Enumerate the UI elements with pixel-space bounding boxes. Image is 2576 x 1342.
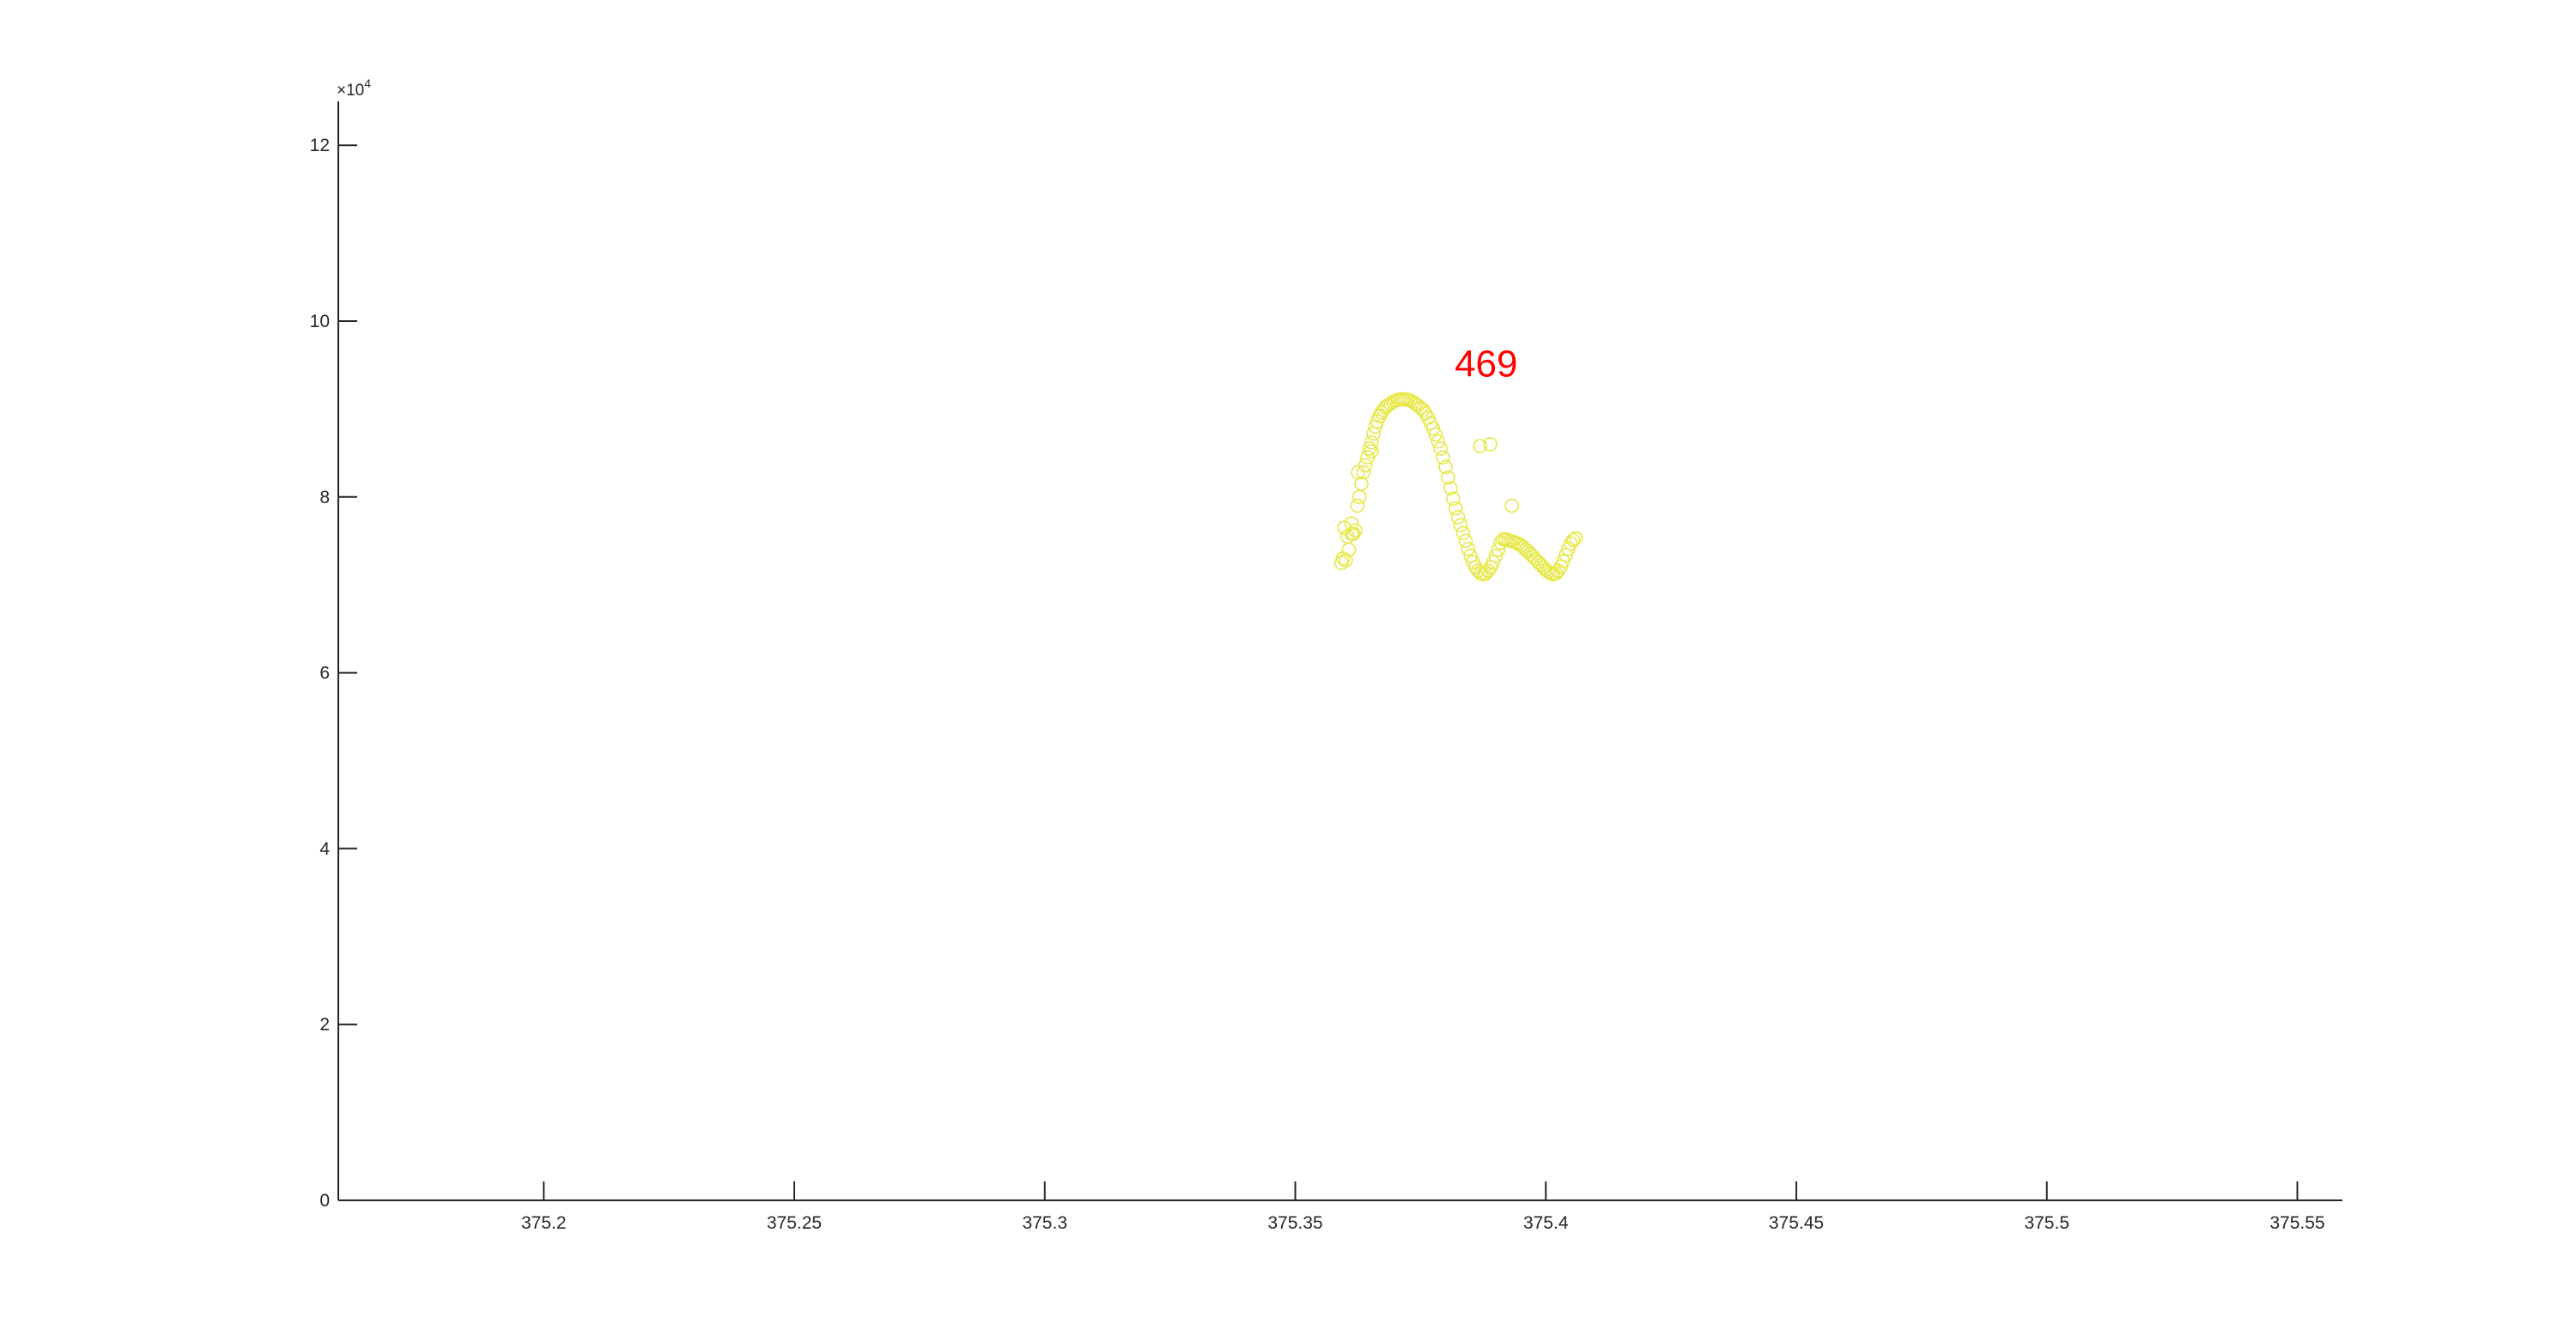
y-exponent-power: 4	[364, 76, 371, 90]
y-tick-label: 4	[319, 839, 330, 859]
y-tick-label: 6	[319, 664, 330, 683]
data-point	[1441, 470, 1455, 485]
data-point	[1351, 465, 1365, 480]
data-point	[1528, 552, 1543, 567]
data-point	[1556, 554, 1571, 568]
data-point	[1504, 498, 1519, 513]
data-point	[1458, 533, 1473, 549]
x-tick-label: 375.25	[767, 1213, 822, 1233]
data-point	[1364, 435, 1379, 450]
axes: ×104	[337, 76, 2342, 1201]
data-point	[1568, 531, 1583, 546]
data-point	[1523, 547, 1539, 562]
data-point	[1344, 516, 1359, 531]
y-tick-label: 2	[319, 1015, 330, 1035]
data-point	[1364, 444, 1379, 458]
x-tick-label: 375.35	[1267, 1213, 1322, 1233]
data-point	[1358, 458, 1373, 473]
data-point	[1362, 441, 1377, 456]
y-ticks: 0 2 4 6 8 10 12	[310, 136, 357, 1211]
data-point	[1436, 450, 1450, 465]
x-tick-label: 375.4	[1523, 1213, 1569, 1233]
data-point	[1455, 525, 1471, 541]
data-point	[1341, 542, 1357, 557]
data-point	[1473, 439, 1488, 453]
y-tick-label: 8	[319, 488, 330, 507]
data-point	[1445, 491, 1461, 507]
data-point	[1480, 563, 1496, 579]
data-point	[1352, 489, 1367, 505]
data-point	[1443, 481, 1458, 495]
data-point	[1339, 553, 1353, 568]
data-point	[1526, 550, 1540, 564]
data-point	[1488, 549, 1504, 563]
x-tick-label: 375.55	[2269, 1213, 2324, 1233]
x-tick-label: 375.3	[1022, 1213, 1067, 1233]
x-tick-label: 375.2	[521, 1213, 567, 1233]
data-point	[1348, 523, 1363, 538]
data-point	[1350, 498, 1365, 513]
data-point	[1356, 465, 1371, 480]
scatter-series	[1334, 392, 1583, 582]
data-point	[1564, 536, 1578, 551]
x-tick-label: 375.5	[2024, 1213, 2069, 1233]
data-point	[1461, 541, 1476, 556]
y-tick-label: 10	[310, 312, 330, 331]
data-point	[1411, 398, 1425, 413]
data-point	[1483, 437, 1498, 452]
data-point	[1433, 441, 1448, 456]
data-point	[1531, 555, 1546, 569]
data-point	[1415, 403, 1431, 417]
data-point	[1448, 501, 1463, 516]
data-point	[1521, 543, 1536, 559]
y-tick-label: 12	[310, 136, 330, 155]
data-point	[1345, 526, 1359, 542]
y-exponent-base: ×10	[337, 82, 364, 100]
data-point	[1428, 427, 1443, 442]
y-tick-label: 0	[319, 1191, 330, 1211]
x-tick-label: 375.45	[1769, 1213, 1824, 1233]
x-ticks: 375.2 375.25 375.3 375.35 375.4 375.45 375.5 37…	[521, 1181, 2325, 1233]
data-point	[1450, 510, 1466, 525]
data-point	[1425, 421, 1441, 436]
y-exponent-label: ×104	[337, 76, 371, 100]
annotations: 469	[1455, 343, 1517, 386]
data-point	[1431, 434, 1446, 449]
data-point	[1566, 532, 1581, 548]
data-point	[1548, 566, 1564, 581]
data-point	[1438, 459, 1453, 475]
data-point	[1485, 555, 1501, 569]
data-point	[1453, 518, 1468, 532]
annotation-label: 469	[1455, 343, 1517, 386]
